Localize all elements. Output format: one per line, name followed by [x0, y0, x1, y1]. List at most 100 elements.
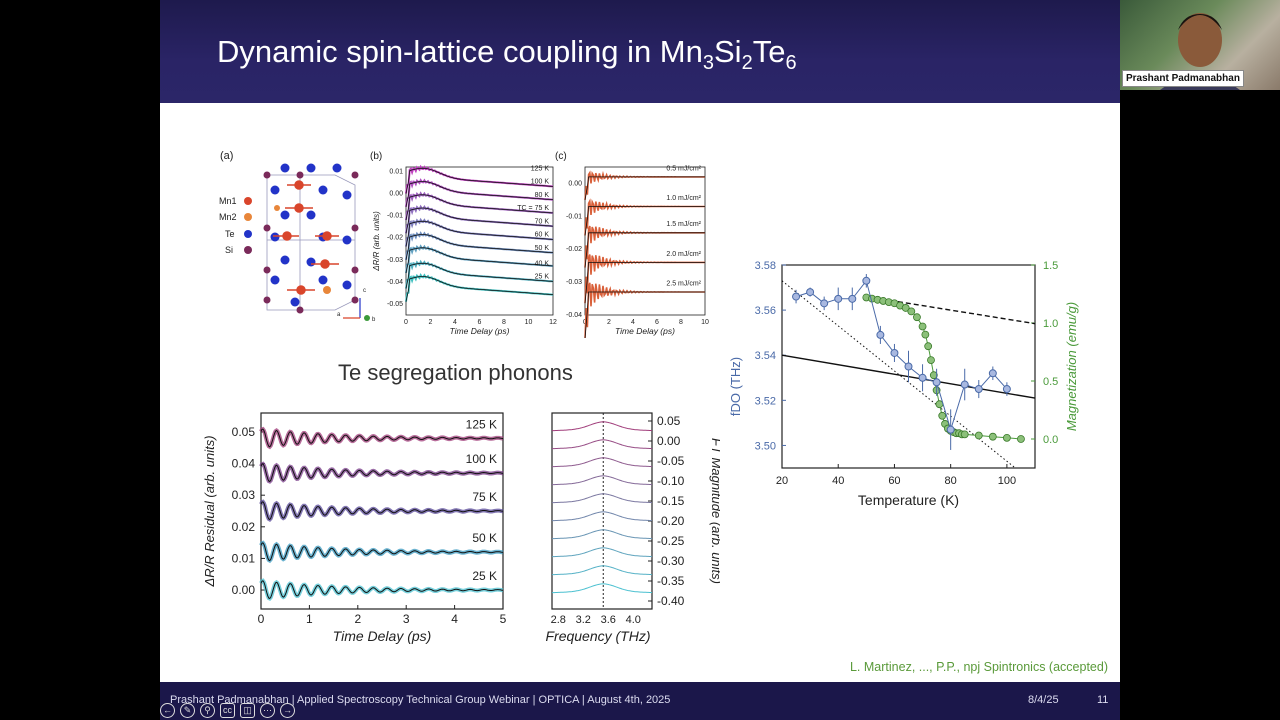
residual-fit-curve: [260, 542, 504, 562]
y-tick-label: -0.04: [566, 312, 582, 319]
ft-spectrum-trace: [552, 583, 653, 594]
x-tick-label: 3: [403, 612, 410, 626]
x-axis-label: Time Delay (ps): [615, 326, 675, 336]
fit-curve: [405, 262, 554, 289]
x-tick-label: 3.6: [601, 614, 616, 626]
presenter-name-tag: Prashant Padmanabhan: [1122, 70, 1244, 87]
residual-fit-curve: [260, 580, 504, 600]
series-label: 125 K: [531, 165, 550, 172]
series-label: 0.5 mJ/cm²: [666, 165, 701, 172]
series-label: 80 K: [535, 192, 550, 199]
y-tick-label: -0.03: [387, 257, 403, 264]
ft-spectrum-trace: [552, 421, 653, 432]
panel-b-chart: (b) 0 2 4 6 8 10 12 0.01 0.00 -0.01 -0.02 -0.03 -0.04…: [370, 151, 557, 336]
fit-curve: [405, 220, 554, 247]
x-tick-label: 8: [679, 319, 683, 326]
panel-c-label: (c): [555, 151, 567, 162]
y-tick-label: -0.40: [657, 594, 685, 608]
te-atom-icon: [244, 230, 252, 238]
crystal-structure-figure: (a) Mn1 Mn2 Te Si: [219, 150, 376, 323]
frequency-point: [1002, 385, 1011, 394]
x-tick-label: 4.0: [626, 614, 641, 626]
fit-curve: [584, 291, 705, 338]
y-left-axis-label: fDO (THz): [728, 357, 743, 416]
y-tick-label: -0.10: [657, 474, 685, 488]
more-icon[interactable]: ⋯: [260, 702, 275, 718]
y-tick-label: -0.04: [387, 279, 403, 286]
title-band: Dynamic spin-lattice coupling in Mn3Si2T…: [160, 0, 1120, 103]
y-tick-label: 0.00: [232, 583, 256, 597]
ft-spectrum-trace: [552, 493, 653, 504]
x-tick-label: 3.2: [576, 614, 591, 626]
series-label: 2.5 mJ/cm²: [666, 280, 701, 287]
pen-icon[interactable]: ✎: [180, 702, 195, 718]
fit-curve: [584, 262, 705, 304]
series-label: 40 K: [535, 260, 550, 267]
legend-te-label: Te: [225, 229, 235, 239]
mn1-atom-icon: [244, 197, 252, 205]
x-tick-label: 0: [258, 612, 265, 626]
data-trace: [584, 254, 705, 304]
series-label: TC = 75 K: [517, 205, 549, 212]
series-label: 60 K: [535, 232, 550, 239]
x-tick-label: 5: [500, 612, 507, 626]
slides-icon[interactable]: ◫: [240, 702, 255, 718]
zoom-icon[interactable]: ⚲: [200, 702, 215, 718]
panel-b-label: (b): [370, 151, 382, 162]
y-tick-label: -0.01: [566, 213, 582, 220]
y-right-tick-label: 1.5: [1043, 260, 1058, 272]
frequency-point: [792, 292, 801, 301]
frequency-point: [876, 330, 885, 339]
x-tick-label: 40: [832, 475, 844, 487]
frequency-line: [795, 279, 1008, 432]
y-tick-label: -0.02: [566, 246, 582, 253]
x-tick-label: 4: [453, 319, 457, 326]
unit-cell-lattice: [263, 163, 359, 314]
series-label: 70 K: [535, 218, 550, 225]
legend-mn2-label: Mn2: [219, 212, 237, 222]
ft-spectrum-trace: [552, 475, 653, 486]
magnetization-point: [938, 411, 947, 420]
y-axis-label: ΔR/R (arb. units): [372, 211, 381, 272]
y-left-tick-label: 3.54: [755, 350, 776, 362]
series-label: 100 K: [466, 452, 497, 466]
frequency-point: [974, 385, 983, 394]
y-tick-label: 0.03: [232, 488, 256, 502]
magnetization-point: [924, 342, 933, 351]
back-icon[interactable]: ←: [160, 702, 175, 718]
x-tick-label: 2: [607, 319, 611, 326]
panel-a-label: (a): [220, 150, 233, 162]
legend-mn1-label: Mn1: [219, 196, 237, 206]
y-right-tick-label: 1.0: [1043, 318, 1058, 330]
x-axis-label: Temperature (K): [858, 492, 959, 508]
section-title: Te segregation phonons: [338, 360, 573, 385]
captions-icon[interactable]: cc: [220, 702, 235, 718]
magnetization-point: [1002, 433, 1011, 442]
svg-text:c: c: [363, 288, 366, 294]
x-tick-label: 12: [549, 319, 557, 326]
y-tick-label: 0.01: [232, 551, 256, 565]
x-axis-label: Time Delay (ps): [450, 326, 510, 336]
x-tick-label: 0: [404, 319, 408, 326]
y-tick-label: -0.20: [657, 514, 685, 528]
series-label: 1.5 mJ/cm²: [666, 221, 701, 228]
y-tick-label: -0.25: [657, 534, 685, 548]
residual-chart: 0 1 2 3 4 5 0.05 0.04 0.03 0.02 0.01 0.00 Time Delay…: [202, 412, 507, 644]
residual-fit-curve: [260, 501, 504, 521]
frequency-point: [890, 348, 899, 357]
forward-icon[interactable]: →: [280, 702, 295, 718]
y-tick-label: 0.01: [389, 168, 403, 175]
y-tick-label: 0.00: [389, 191, 403, 198]
series-label: 50 K: [535, 245, 550, 252]
y-left-tick-label: 3.50: [755, 440, 776, 452]
y-tick-label: 0.05: [657, 414, 681, 428]
fit-curve: [405, 181, 554, 207]
slide-title: Dynamic spin-lattice coupling in Mn3Si2T…: [217, 34, 797, 75]
x-tick-label: 60: [888, 475, 900, 487]
player-controls[interactable]: ← ✎ ⚲ cc ◫ ⋯ →: [160, 700, 295, 720]
fit-curve: [405, 194, 553, 221]
frequency-point: [834, 294, 843, 303]
magnetization-point: [921, 330, 930, 339]
magnetization-point: [927, 356, 935, 365]
x-tick-label: 1: [306, 612, 313, 626]
